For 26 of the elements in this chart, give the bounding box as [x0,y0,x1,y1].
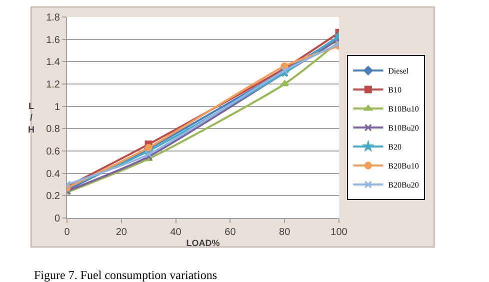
legend-label: B10Bu20 [388,124,419,133]
legend-label: B20 [388,142,402,152]
x-tick-label: 60 [224,227,236,238]
y-tick-label: 1.4 [46,57,60,68]
x-tick-label: 0 [64,227,70,238]
legend-label: B20Bu10 [388,162,419,171]
y-tick-label: 1.8 [46,12,60,24]
caption: Figure 7. Fuel consumption variations [34,268,218,282]
legend-label: B20Bu20 [388,180,419,190]
y-tick-label: 0.2 [46,191,60,202]
legend-label: B10 [388,86,402,95]
x-tick-label: 40 [170,227,182,238]
legend-label: B10Bu10 [388,104,419,114]
x-tick-label: 100 [330,227,348,238]
y-tick-label: 1.2 [46,80,60,90]
x-tick-label: 80 [279,227,291,238]
x-axis-title: LOAD% [186,238,220,248]
y-tick-label: 1 [54,102,60,113]
y-tick-label: 0.4 [46,168,60,180]
y-tick-label: 0.8 [46,124,60,136]
y-tick-label: 0.6 [46,146,60,158]
y-axis-title: L/H [28,101,34,134]
y-tick-label: 1.6 [46,34,60,46]
legend-label: Diesel [388,66,410,76]
y-tick-label: 0 [54,214,60,224]
x-tick-label: 20 [116,227,128,238]
